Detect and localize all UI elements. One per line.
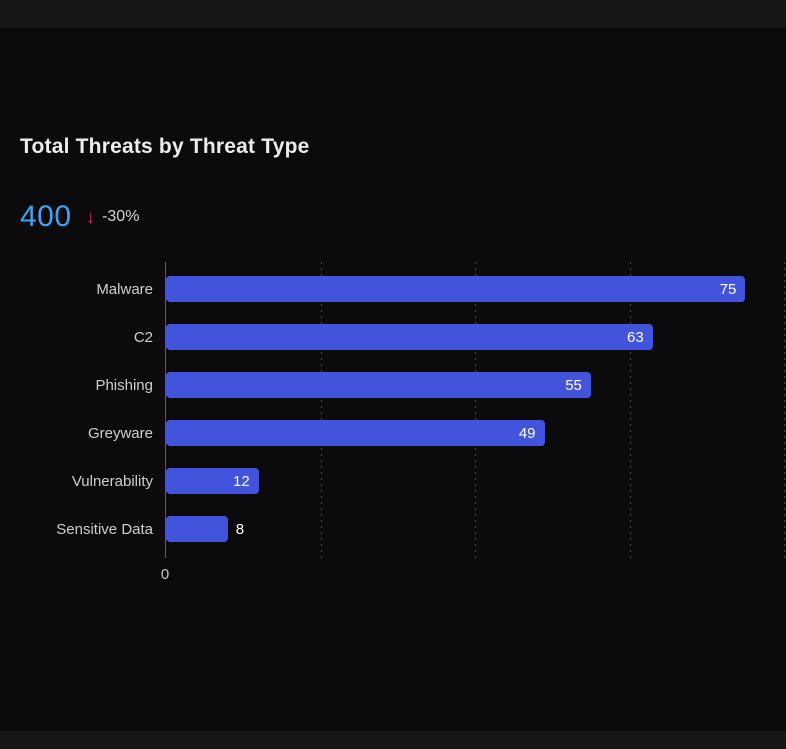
kpi-row: 400 ↓ -30% (20, 200, 139, 234)
category-label-malware: Malware (96, 280, 153, 298)
bar-phishing[interactable]: 55 (166, 372, 591, 398)
bar-vulnerability[interactable]: 12 (166, 468, 259, 494)
category-label-vulnerability: Vulnerability (71, 472, 153, 490)
bar-chart: Malware C2 Phishing Greyware Vulnerability Se… (0, 262, 786, 583)
bar-row-malware: 75 (166, 265, 784, 313)
bar-row-c2: 63 (166, 313, 784, 361)
y-axis-labels: Malware C2 Phishing Greyware Vulnerability Se… (0, 265, 153, 553)
bar-value-label-c2: 63 (626, 328, 644, 346)
kpi-trend-percent: -30% (102, 208, 140, 225)
kpi-total-value: 400 (20, 200, 72, 233)
bar-sensitive-data[interactable] (166, 516, 228, 542)
bar-value-label-vulnerability: 12 (233, 472, 250, 490)
x-axis-tick-zero: 0 (160, 566, 170, 583)
trend-down-arrow-icon: ↓ (85, 206, 96, 228)
category-label-c2: C2 (133, 328, 153, 346)
bar-value-label-sensitive-data: 8 (235, 520, 245, 538)
bar-malware[interactable]: 75 (166, 276, 746, 302)
gridline-40 (475, 262, 476, 558)
bar-row-vulnerability: 12 (166, 457, 784, 505)
chart-card: Total Threats by Threat Type 400 ↓ -30% … (0, 28, 786, 731)
category-label-phishing: Phishing (95, 376, 153, 394)
bars-container: 75 63 55 49 12 8 (166, 265, 784, 553)
chart-title: Total Threats by Threat Type (20, 135, 310, 158)
bar-value-label-phishing: 55 (565, 376, 582, 394)
bar-row-sensitive-data: 8 (166, 505, 784, 553)
bar-value-label-greyware: 49 (518, 424, 536, 442)
category-label-greyware: Greyware (87, 424, 153, 442)
bar-row-phishing: 55 (166, 361, 784, 409)
gridline-60 (629, 262, 631, 558)
gridline-80 (784, 262, 785, 558)
gridline-20 (320, 262, 322, 558)
category-label-sensitive-data: Sensitive Data (56, 520, 153, 538)
bar-greyware[interactable]: 49 (166, 420, 545, 446)
bar-c2[interactable]: 63 (166, 324, 653, 350)
plot-area: 75 63 55 49 12 8 (165, 262, 785, 558)
bar-row-greyware: 49 (166, 409, 784, 457)
bar-value-label-malware: 75 (719, 280, 737, 298)
